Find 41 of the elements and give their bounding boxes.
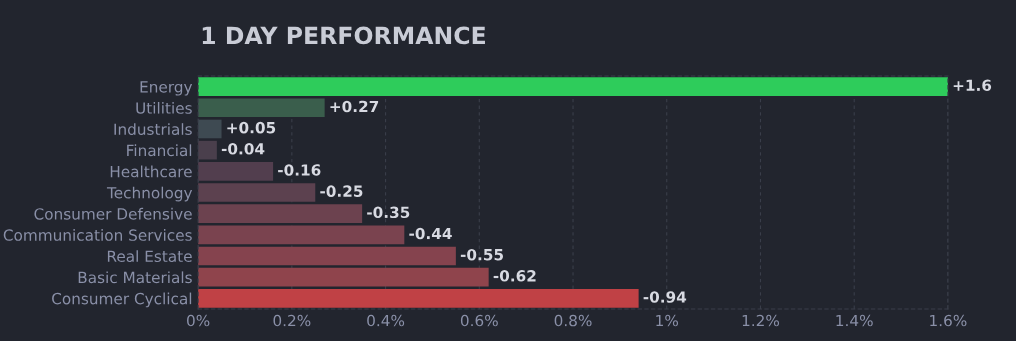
bar bbox=[198, 183, 316, 202]
annotation: -0.25 bbox=[320, 185, 363, 197]
annotation: +0.05 bbox=[227, 121, 276, 134]
x-tick-label: 0% bbox=[187, 314, 210, 327]
annotation: -0.16 bbox=[278, 164, 321, 176]
bar bbox=[198, 204, 363, 223]
x-tick-label: 0.8% bbox=[554, 314, 592, 327]
y-tick-label: Financial bbox=[127, 144, 192, 157]
annotation: +0.27 bbox=[330, 100, 379, 113]
x-tick-label: 0.6% bbox=[460, 314, 498, 327]
bar bbox=[198, 289, 639, 308]
x-tick-label: 1.6% bbox=[930, 314, 967, 327]
y-tick-label: Basic Materials bbox=[78, 271, 192, 284]
annotation: -0.62 bbox=[493, 270, 536, 282]
y-tick-label: Utilities bbox=[136, 102, 192, 114]
annotation: -0.35 bbox=[367, 206, 410, 219]
bar bbox=[198, 98, 325, 118]
y-tick-label: Healthcare bbox=[110, 165, 192, 178]
x-tick-label: 1.2% bbox=[742, 314, 780, 327]
x-tick-label: 0.2% bbox=[273, 314, 311, 327]
x-tick-label: 0.4% bbox=[367, 314, 405, 327]
bar bbox=[198, 162, 274, 181]
annotation: -0.94 bbox=[643, 291, 687, 303]
annotation: -0.55 bbox=[460, 248, 503, 261]
y-tick-label: Consumer Defensive bbox=[34, 207, 192, 220]
y-tick-label: Industrials bbox=[114, 123, 192, 135]
annotation: +1.6 bbox=[953, 79, 992, 92]
x-tick-label: 1.4% bbox=[836, 314, 873, 327]
x-tick-label: 1% bbox=[656, 314, 679, 327]
y-tick-label: Technology bbox=[106, 186, 193, 202]
bar bbox=[198, 140, 217, 160]
y-tick-label: Consumer Cyclical bbox=[52, 292, 192, 308]
y-tick-label: Communication Services bbox=[3, 229, 192, 241]
bar bbox=[198, 225, 405, 245]
bar bbox=[198, 246, 456, 266]
annotation: -0.44 bbox=[409, 227, 452, 240]
y-tick-label: Real Estate bbox=[107, 250, 192, 263]
bar bbox=[198, 267, 489, 287]
y-tick-label: Energy bbox=[140, 81, 193, 96]
annotation: -0.04 bbox=[221, 143, 265, 155]
chart-title: 1 DAY PERFORMANCE bbox=[202, 26, 485, 45]
